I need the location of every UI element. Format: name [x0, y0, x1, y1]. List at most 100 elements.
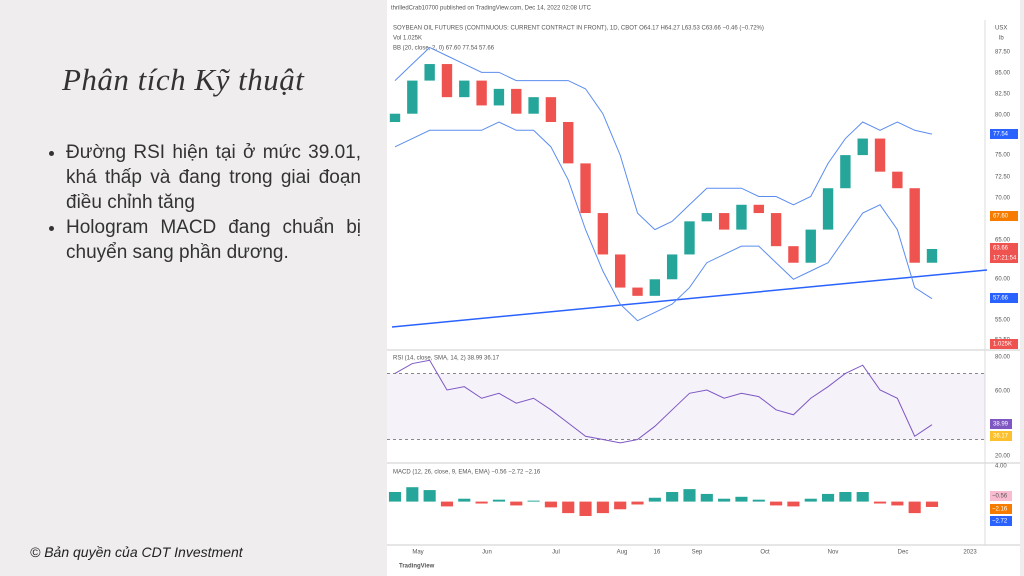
macd-bar: [440, 501, 454, 507]
bullet: Đường RSI hiện tại ở mức 39.01, khá thấp…: [66, 140, 361, 215]
candle: [580, 163, 591, 214]
candle: [684, 221, 695, 255]
price-tick-label: 80.00: [995, 113, 1011, 119]
x-tick-label: Jun: [482, 550, 492, 556]
candle: [926, 248, 938, 263]
price-tag: 1.025K: [993, 342, 1012, 348]
vol-label: Vol 1.025K: [393, 36, 422, 42]
price-tag-bg: [990, 243, 1018, 253]
price-tick-label: 85.00: [995, 71, 1011, 77]
candle: [597, 213, 609, 255]
candle: [770, 213, 782, 247]
rsi-tick-label: 60.00: [995, 389, 1011, 395]
candle: [874, 138, 886, 172]
macd-bar: [458, 498, 471, 502]
macd-tag: −2.16: [992, 507, 1008, 513]
macd-bar: [925, 501, 939, 507]
rsi-tag-bg: [990, 419, 1012, 429]
candle: [528, 97, 539, 114]
macd-bar: [492, 499, 505, 502]
rsi-line: [394, 359, 933, 444]
price-tag: 63.66: [993, 246, 1009, 252]
macd-bar: [700, 493, 713, 502]
candle: [909, 188, 920, 263]
bullet: Hologram MACD đang chuẩn bị chuyển sang …: [66, 215, 361, 265]
candle: [788, 246, 799, 263]
macd-bar: [856, 492, 869, 502]
candle: [424, 64, 435, 81]
macd-bar: [908, 501, 921, 514]
price-tick-label: 55.00: [995, 318, 1011, 324]
x-tick-label: May: [412, 550, 423, 556]
rsi-tick-label: 80.00: [995, 355, 1011, 361]
macd-bar: [614, 501, 627, 510]
candle: [493, 88, 505, 106]
candle: [563, 121, 574, 164]
price-tag: 57.66: [993, 296, 1009, 302]
candle: [545, 97, 557, 122]
macd-bar: [388, 492, 402, 502]
symbol: SOYBEAN OIL FUTURES (CONTINUOUS: CURRENT…: [393, 26, 764, 32]
price-tick-label: 72.50: [995, 175, 1011, 181]
macd-bar: [683, 489, 696, 502]
macd-tag: −2.72: [992, 519, 1008, 525]
unit: lb: [999, 36, 1004, 42]
price-tick-label: 82.50: [995, 92, 1011, 98]
candle: [805, 229, 816, 263]
candle: [822, 188, 834, 230]
candle: [511, 88, 522, 114]
macd-bar: [804, 498, 817, 502]
price-tick-label: 60.00: [995, 277, 1011, 283]
chart-screenshot: thrilledCrab10700 published on TradingVi…: [387, 0, 1020, 576]
rsi-tag: 36.17: [993, 434, 1009, 440]
candle: [701, 213, 713, 222]
candle: [632, 287, 643, 296]
price-tag-bg: [990, 293, 1018, 303]
x-tick-label: Nov: [828, 550, 839, 556]
macd-bar: [596, 501, 609, 514]
candle: [407, 80, 418, 114]
price-tag: 67.60: [993, 214, 1009, 220]
candle: [614, 254, 626, 288]
x-tick-label: Jul: [552, 550, 560, 556]
macd-bar: [822, 493, 835, 502]
candle: [459, 80, 470, 98]
rsi-label: RSI (14, close, SMA, 14, 2) 38.99 36.17: [393, 356, 500, 362]
macd-bar: [735, 496, 748, 502]
macd-bar: [718, 498, 731, 502]
price-tag-bg: [990, 253, 1018, 263]
macd-tag-bg: [990, 516, 1012, 526]
macd-bar: [527, 500, 540, 502]
trend-line: [391, 269, 988, 328]
macd-tick-label: 4.00: [995, 464, 1007, 470]
price-tag: 17:21:54: [993, 256, 1017, 262]
macd-bar: [873, 501, 887, 504]
brand: TradingView: [399, 564, 435, 570]
price-tag-bg: [990, 129, 1018, 139]
candle: [718, 213, 730, 230]
x-tick-label: 16: [654, 550, 661, 556]
candle: [476, 80, 487, 106]
macd-bar: [666, 492, 679, 502]
x-tick-label: 2023: [963, 550, 977, 556]
macd-bar: [510, 501, 523, 506]
price-tag-bg: [990, 339, 1018, 349]
x-tick-label: Dec: [898, 550, 909, 556]
rsi-band-fill: [387, 373, 985, 440]
candle: [666, 254, 678, 280]
published: thrilledCrab10700 published on TradingVi…: [391, 6, 592, 12]
candle: [840, 155, 851, 189]
candle: [892, 171, 903, 189]
macd-bar: [839, 492, 852, 502]
x-tick-label: Oct: [760, 550, 770, 556]
macd-bar: [544, 501, 557, 508]
bb-label: BB (20, close, 2, 0) 67.60 77.54 57.66: [393, 46, 495, 52]
macd-bar: [562, 501, 575, 514]
macd-tag-bg: [990, 491, 1012, 501]
macd-bar: [787, 501, 800, 507]
price-tag-bg: [990, 211, 1018, 221]
footer: © Bản quyền của CDT Investment: [30, 544, 243, 560]
rsi-tick-label: 20.00: [995, 454, 1011, 460]
price-tick-label: 87.50: [995, 50, 1011, 56]
